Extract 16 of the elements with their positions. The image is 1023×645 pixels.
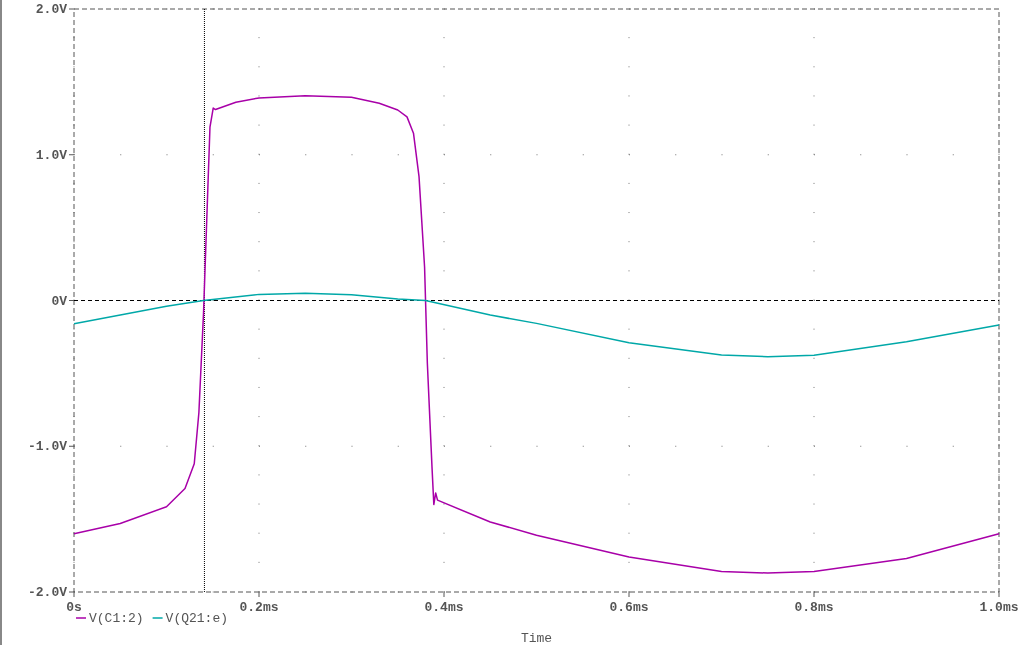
x-tick-label: 0.8ms [794,600,834,615]
y-tick-label: 1.0V [35,147,68,163]
x-tick-label: 0s [66,600,82,615]
legend-label: V(C1:2) [89,611,144,626]
x-tick-label: 0.4ms [424,600,464,615]
legend-label: V(Q21:e) [165,611,229,626]
x-tick-label: 0.2ms [239,600,279,615]
y-tick-label: 2.0V [35,2,68,17]
y-tick-label: -2.0V [27,585,68,600]
x-axis-title: Time [520,631,553,645]
line-series [73,292,1000,358]
x-tick-label: 1.0ms [979,600,1019,615]
y-tick-label: 0V [51,293,68,309]
x-tick-label: 0.6ms [609,600,649,615]
y-tick-label: -1.0V [27,439,68,455]
line-series [73,94,1000,574]
